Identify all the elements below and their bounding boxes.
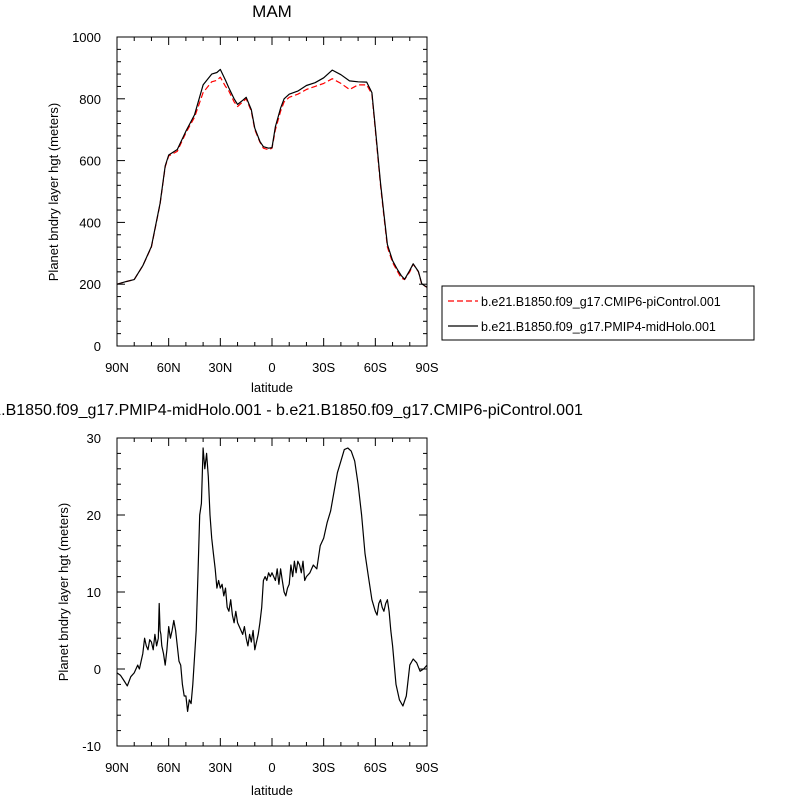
bottom-chart-curves <box>117 447 427 712</box>
top-y-tick-label: 1000 <box>72 30 101 45</box>
bottom-x-tick-label: 30S <box>312 760 335 775</box>
bottom-y-tick-label: 0 <box>94 662 101 677</box>
bottom-y-tick-label: 30 <box>87 431 101 446</box>
top-x-tick-label: 90S <box>415 360 438 375</box>
top-y-tick-label: 0 <box>94 339 101 354</box>
bottom-x-tick-label: 60S <box>364 760 387 775</box>
legend-box <box>441 285 755 341</box>
top-x-axis-label: latitude <box>251 380 293 395</box>
top-x-tick-label: 30N <box>208 360 232 375</box>
bottom-x-tick-label: 90S <box>415 760 438 775</box>
top-y-tick-label: 600 <box>79 154 101 169</box>
bottom-chart-axes: 90N 60N 30N 0 30S 60S 90S -10 0 10 20 30 <box>82 431 439 775</box>
legend-label-midholo: b.e21.B1850.f09_g17.PMIP4-midHolo.001 <box>481 320 716 334</box>
top-y-axis-label: Planet bndry layer hgt (meters) <box>46 103 61 281</box>
top-chart-title: MAM <box>252 2 292 21</box>
bottom-y-tick-label: 20 <box>87 508 101 523</box>
bottom-y-tick-label: -10 <box>82 739 101 754</box>
top-plot-frame <box>116 36 428 347</box>
top-series-line-1 <box>117 68 427 288</box>
bottom-plot-frame <box>116 437 428 747</box>
bottom-chart-panel: b.e21.B1850.f09_g17.PMIP4-midHolo.001 - … <box>0 402 583 798</box>
bottom-x-tick-label: 90N <box>105 760 129 775</box>
bottom-x-tick-label: 0 <box>268 760 275 775</box>
top-chart-axes: 90N 60N 30N 0 30S 60S 90S 0 200 400 600 800 1000 <box>72 30 439 375</box>
top-x-tick-label: 90N <box>105 360 129 375</box>
bottom-y-tick-label: 10 <box>87 585 101 600</box>
bottom-x-axis-label: latitude <box>251 783 293 798</box>
top-x-tick-label: 30S <box>312 360 335 375</box>
bottom-x-tick-label: 30N <box>208 760 232 775</box>
top-y-tick-label: 200 <box>79 277 101 292</box>
bottom-series-line-0 <box>117 447 427 712</box>
top-x-tick-label: 0 <box>268 360 275 375</box>
legend: b.e21.B1850.f09_g17.CMIP6-piControl.001 … <box>441 285 755 341</box>
top-x-tick-label: 60N <box>157 360 181 375</box>
top-chart-panel: MAM 90N 60N 30N 0 30S 60S 90S 0 200 400 600 800 1000… <box>46 2 439 395</box>
top-y-tick-label: 400 <box>79 215 101 230</box>
top-chart-curves <box>117 68 427 288</box>
bottom-y-axis-label: Planet bndry layer hgt (meters) <box>56 503 71 681</box>
top-x-tick-label: 60S <box>364 360 387 375</box>
legend-label-picontrol: b.e21.B1850.f09_g17.CMIP6-piControl.001 <box>481 295 721 309</box>
bottom-chart-title: b.e21.B1850.f09_g17.PMIP4-midHolo.001 - … <box>0 402 583 419</box>
top-y-tick-label: 800 <box>79 92 101 107</box>
bottom-x-tick-label: 60N <box>157 760 181 775</box>
